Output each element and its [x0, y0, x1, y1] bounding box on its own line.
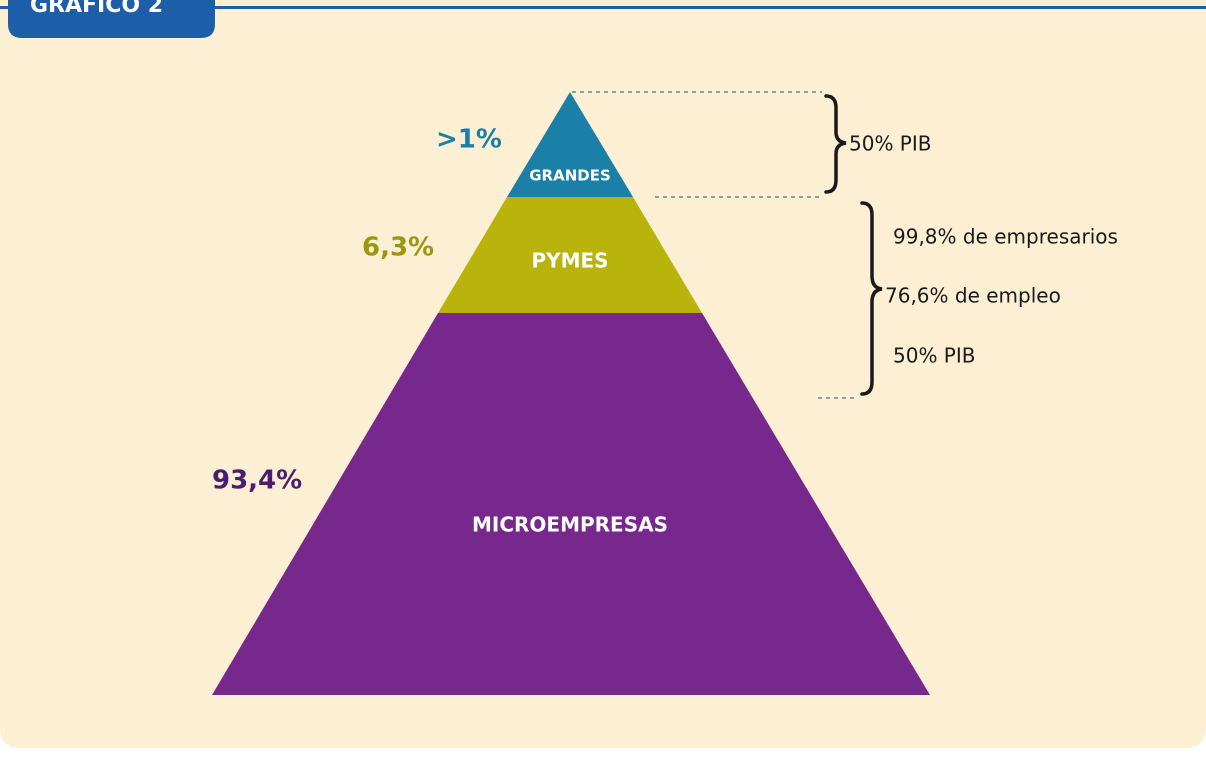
header-line [0, 6, 1206, 9]
level-label: MICROEMPRESAS [472, 513, 668, 537]
level-share: >1% [436, 125, 502, 155]
level-share: 93,4% [212, 466, 302, 496]
note: 50% PIB [893, 344, 976, 368]
level-label: PYMES [531, 249, 608, 273]
level-label: GRANDES [529, 167, 611, 185]
brace [860, 201, 883, 396]
note: 76,6% de empleo [885, 284, 1061, 308]
level-pymes [438, 197, 702, 313]
level-share: 6,3% [362, 233, 434, 263]
header-title: GRÁFICO 2 [30, 0, 163, 18]
note: 50% PIB [849, 132, 932, 156]
header-tab [8, 0, 215, 38]
level-micro [212, 313, 930, 695]
note: 99,8% de empresarios [893, 225, 1118, 249]
level-grandes [507, 92, 633, 197]
brace [824, 94, 847, 194]
